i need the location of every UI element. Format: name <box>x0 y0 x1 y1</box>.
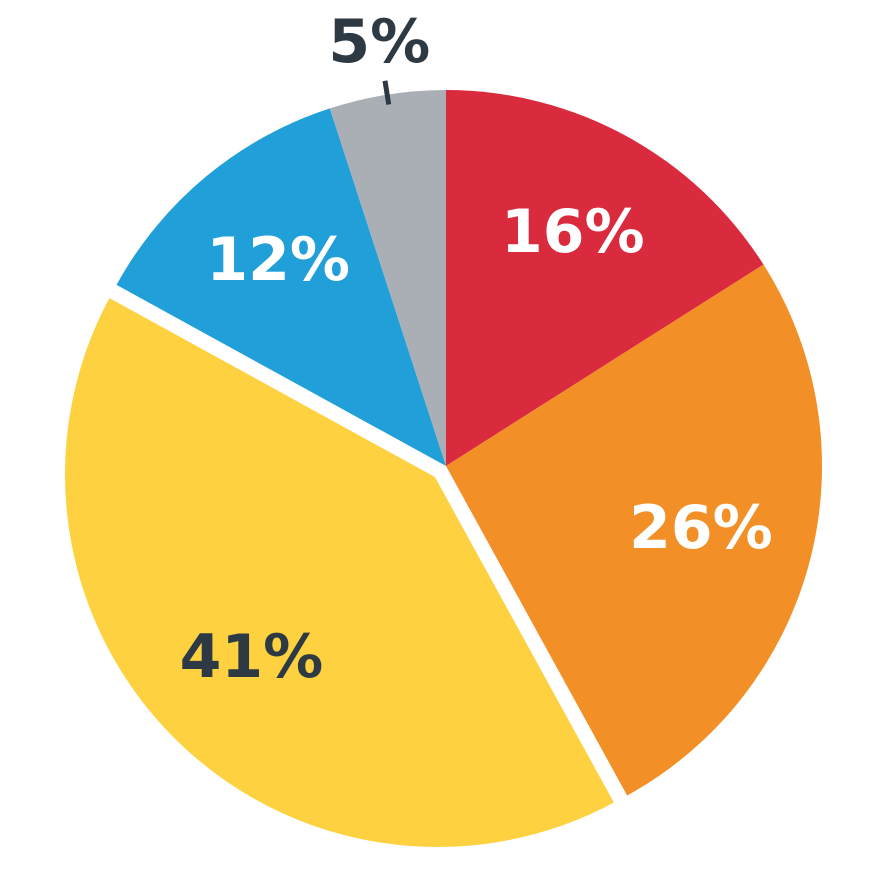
data-label: 26% <box>629 493 773 563</box>
pie-slice <box>329 90 446 466</box>
pie-slice <box>446 90 764 466</box>
data-label: 5% <box>328 7 430 77</box>
data-label: 16% <box>501 197 645 267</box>
pie-slice <box>446 264 823 796</box>
data-label: 41% <box>180 622 324 692</box>
data-label: 12% <box>206 225 350 295</box>
leader-line <box>382 80 392 105</box>
pie-slice <box>116 108 446 467</box>
pie-slice <box>58 288 624 854</box>
